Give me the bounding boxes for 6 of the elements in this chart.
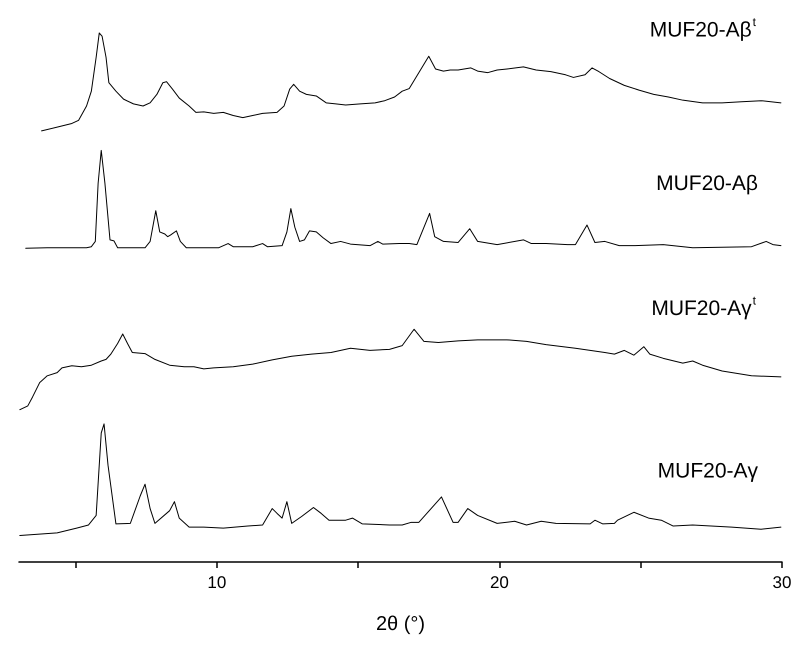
x-tick-label: 20 <box>490 573 509 592</box>
x-tick-label: 10 <box>207 573 226 592</box>
x-axis-title: 2θ (°) <box>376 613 426 635</box>
x-tick-label: 30 <box>772 573 792 592</box>
series-label: MUF20-Aγ <box>658 459 758 482</box>
text: MUF20-Aβ <box>656 172 758 196</box>
